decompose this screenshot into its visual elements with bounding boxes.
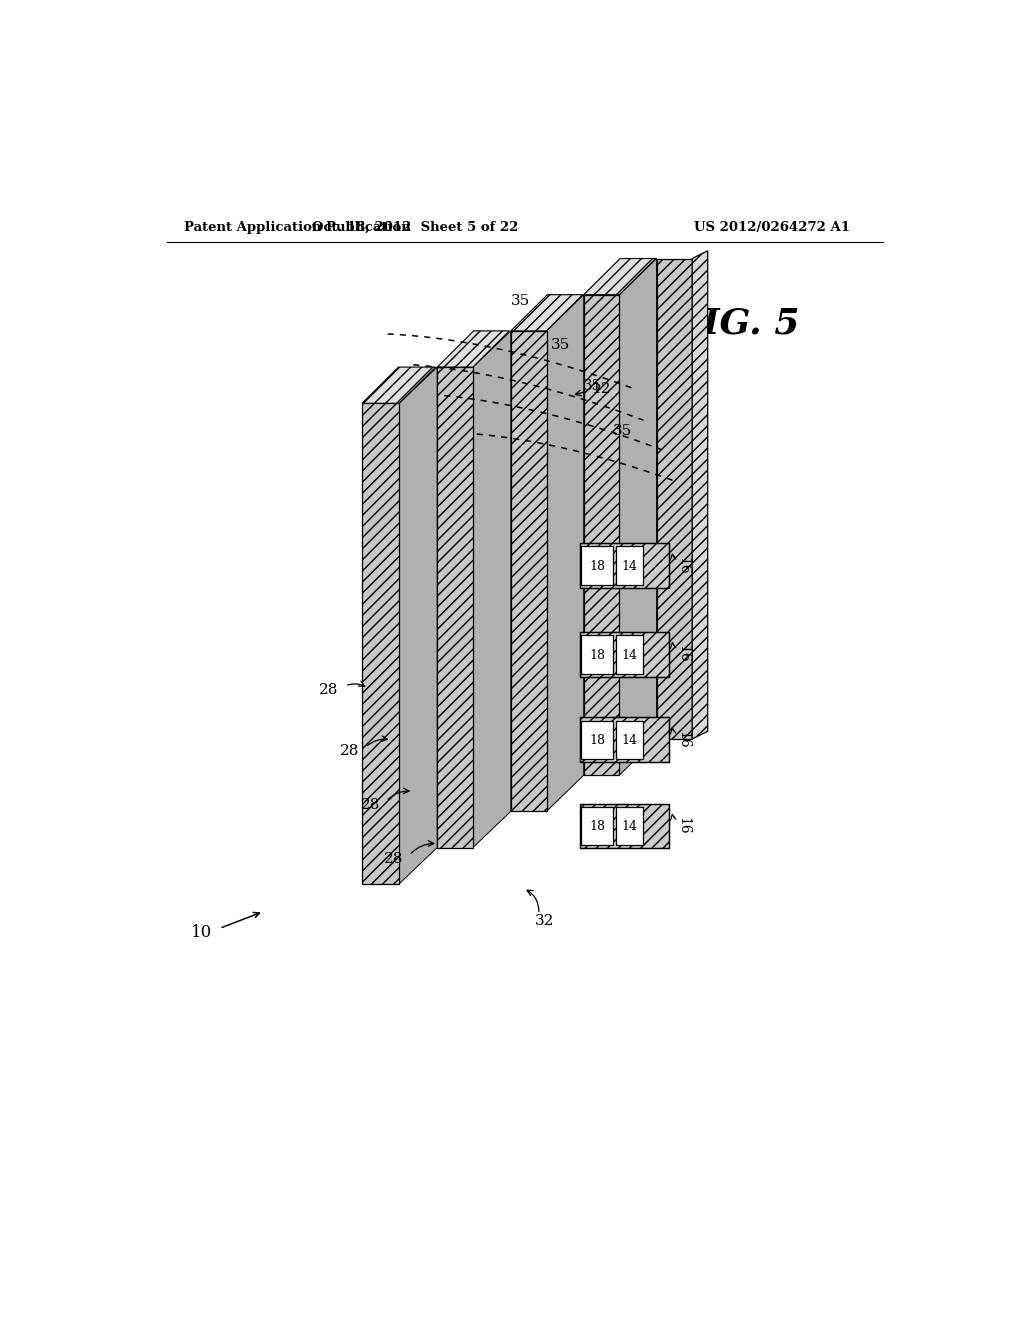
Polygon shape [616, 807, 643, 845]
Text: 28: 28 [340, 744, 359, 758]
Polygon shape [584, 294, 620, 775]
Text: 14: 14 [622, 560, 637, 573]
Polygon shape [584, 259, 655, 294]
Polygon shape [582, 635, 613, 673]
Polygon shape [620, 259, 656, 775]
Text: 16: 16 [676, 557, 690, 574]
Polygon shape [437, 331, 509, 367]
Text: Oct. 18, 2012  Sheet 5 of 22: Oct. 18, 2012 Sheet 5 of 22 [311, 222, 518, 234]
Text: 10: 10 [190, 924, 212, 941]
Text: 32: 32 [536, 913, 555, 928]
Text: 12: 12 [592, 383, 611, 396]
Polygon shape [362, 404, 399, 884]
Polygon shape [582, 721, 613, 759]
Polygon shape [616, 721, 643, 759]
Text: 14: 14 [622, 734, 637, 747]
Polygon shape [362, 367, 435, 404]
Text: FIG. 5: FIG. 5 [678, 308, 801, 341]
Polygon shape [616, 635, 643, 673]
Polygon shape [547, 294, 584, 812]
Text: 35: 35 [511, 294, 530, 308]
Polygon shape [580, 718, 669, 762]
Polygon shape [473, 331, 511, 847]
Text: 14: 14 [622, 820, 637, 833]
Text: 18: 18 [589, 734, 605, 747]
Text: 18: 18 [589, 560, 605, 573]
Text: 18: 18 [589, 820, 605, 833]
Text: 16: 16 [676, 731, 690, 748]
Polygon shape [616, 546, 643, 585]
Text: 14: 14 [622, 648, 637, 661]
Text: 16: 16 [676, 817, 690, 834]
Polygon shape [399, 367, 437, 884]
Text: Patent Application Publication: Patent Application Publication [183, 222, 411, 234]
Text: 16: 16 [676, 645, 690, 663]
Text: US 2012/0264272 A1: US 2012/0264272 A1 [693, 222, 850, 234]
Text: 28: 28 [319, 682, 339, 697]
Text: 28: 28 [360, 799, 380, 812]
Polygon shape [582, 807, 613, 845]
Polygon shape [656, 259, 692, 739]
Text: 35: 35 [612, 424, 632, 438]
Polygon shape [511, 331, 547, 812]
Polygon shape [437, 367, 473, 847]
Polygon shape [692, 251, 708, 739]
Polygon shape [580, 632, 669, 677]
Text: 18: 18 [589, 648, 605, 661]
Text: 35: 35 [583, 379, 602, 393]
Polygon shape [580, 544, 669, 589]
Polygon shape [511, 294, 583, 331]
Polygon shape [580, 804, 669, 849]
Text: 28: 28 [384, 853, 403, 866]
Polygon shape [582, 546, 613, 585]
Text: 35: 35 [551, 338, 570, 351]
